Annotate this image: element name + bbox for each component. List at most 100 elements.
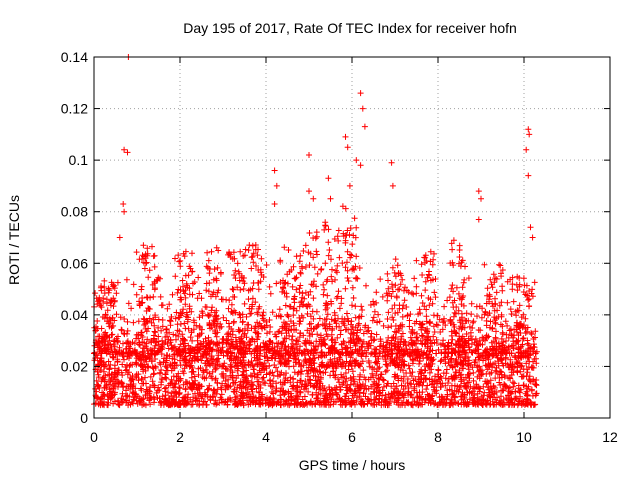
data-point: [124, 318, 131, 325]
data-point: [364, 328, 371, 335]
x-tick-label: 2: [176, 429, 184, 445]
data-point: [338, 397, 345, 403]
data-point: [284, 401, 291, 408]
data-point: [360, 367, 367, 374]
data-point: [133, 372, 139, 379]
data-point: [520, 382, 527, 389]
data-point: [363, 386, 370, 393]
data-point: [139, 396, 146, 403]
data-point: [168, 390, 175, 397]
data-point: [489, 364, 496, 371]
data-point: [151, 322, 158, 329]
data-point: [271, 355, 278, 362]
data-point: [372, 359, 379, 366]
data-point: [179, 368, 186, 375]
data-point: [477, 341, 484, 347]
data-point: [400, 386, 407, 393]
data-point: [273, 387, 280, 394]
data-point: [420, 379, 427, 385]
data-point: [422, 367, 429, 374]
data-point: [476, 375, 483, 382]
data-point: [158, 375, 165, 382]
data-point: [229, 369, 236, 376]
data-point: [209, 393, 216, 400]
data-point: [416, 358, 423, 365]
data-point: [391, 328, 398, 335]
data-point: [511, 354, 518, 361]
data-point: [327, 372, 334, 379]
data-point: [470, 369, 477, 376]
data-point: [351, 378, 358, 385]
data-point: [533, 360, 540, 367]
data-point: [97, 367, 103, 374]
data-point: [528, 386, 535, 393]
data-point: [326, 392, 333, 399]
data-point: [170, 384, 177, 391]
data-point: [480, 370, 486, 377]
data-point: [159, 337, 166, 344]
data-point: [525, 376, 532, 383]
data-point: [316, 399, 323, 406]
x-tick-label: 12: [602, 429, 618, 445]
data-point: [114, 397, 121, 404]
data-point: [309, 366, 316, 373]
data-point: [285, 389, 292, 396]
data-point: [333, 391, 340, 397]
data-point: [232, 401, 239, 408]
data-point: [103, 381, 110, 388]
data-point: [251, 398, 257, 405]
y-tick-label: 0.04: [61, 307, 88, 323]
data-point: [142, 367, 149, 374]
data-point: [267, 369, 274, 376]
data-points: [91, 54, 540, 409]
data-point: [247, 372, 254, 379]
data-point: [172, 388, 178, 395]
data-point: [487, 394, 494, 401]
data-point: [453, 369, 460, 376]
data-point: [323, 401, 330, 408]
data-point: [380, 383, 387, 390]
data-point: [524, 385, 531, 392]
data-point: [155, 338, 162, 345]
data-point: [110, 385, 117, 392]
data-point: [528, 400, 535, 406]
data-point: [263, 371, 270, 378]
data-point: [218, 396, 225, 403]
data-point: [524, 392, 530, 399]
data-point: [125, 399, 132, 406]
data-point: [513, 395, 520, 402]
data-point: [162, 388, 169, 395]
data-point: [465, 379, 472, 386]
data-point: [254, 371, 261, 378]
data-point: [419, 396, 426, 403]
data-point: [195, 371, 202, 378]
data-point: [373, 372, 380, 379]
data-point: [212, 389, 218, 396]
data-point: [114, 370, 121, 377]
data-point: [120, 396, 127, 403]
data-point: [274, 368, 281, 375]
data-point: [243, 313, 250, 320]
x-tick-label: 4: [262, 429, 270, 445]
data-point: [107, 341, 114, 348]
data-point: [99, 375, 106, 382]
data-point: [288, 336, 295, 343]
data-point: [428, 366, 435, 373]
data-point: [499, 387, 506, 394]
data-point: [95, 371, 102, 378]
data-point: [451, 372, 458, 379]
data-point: [369, 364, 376, 371]
data-point: [98, 395, 105, 402]
data-point: [138, 375, 145, 382]
data-point: [406, 323, 413, 330]
data-point: [123, 366, 130, 373]
data-point: [335, 376, 342, 383]
data-point: [385, 391, 392, 398]
data-point: [463, 382, 469, 389]
data-point: [368, 383, 375, 390]
data-point: [163, 367, 170, 374]
data-point: [118, 327, 125, 334]
data-point: [375, 355, 382, 362]
y-tick-label: 0: [80, 410, 88, 426]
